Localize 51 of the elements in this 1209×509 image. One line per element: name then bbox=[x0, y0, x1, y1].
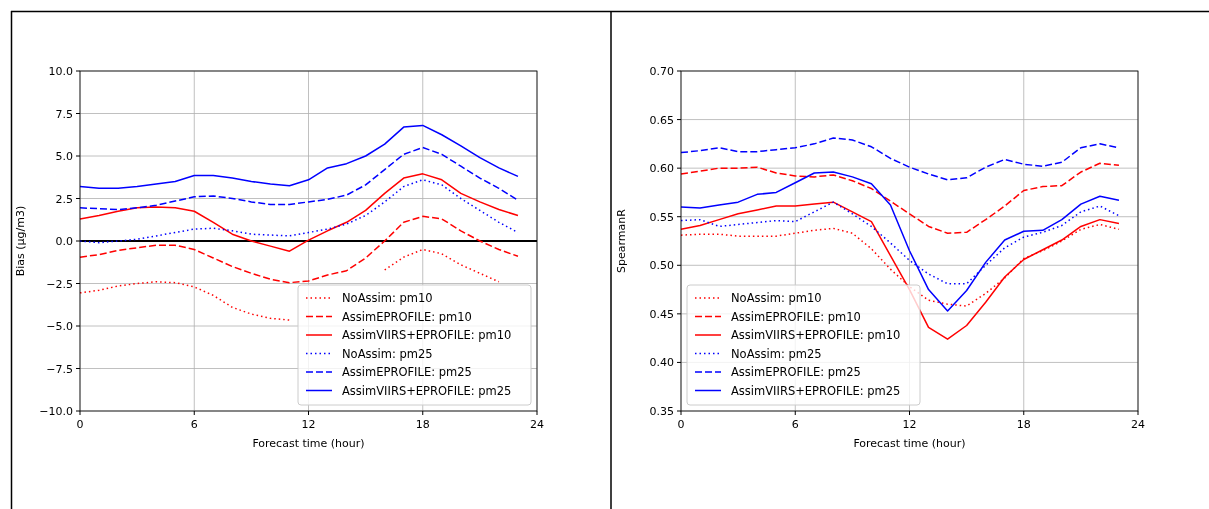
line-series bbox=[79, 124, 519, 190]
legend-label: NoAssim: pm10 bbox=[731, 291, 822, 305]
y-tick-label: 0.0 bbox=[55, 235, 73, 248]
x-tick-label: 18 bbox=[415, 418, 430, 431]
x-tick-label: 24 bbox=[530, 418, 544, 431]
x-tick-label: 6 bbox=[791, 418, 799, 431]
line-series bbox=[680, 171, 1120, 312]
y-tick-label: 5.0 bbox=[55, 150, 73, 163]
legend-label: NoAssim: pm10 bbox=[342, 291, 433, 305]
y-tick-label: 0.35 bbox=[649, 405, 674, 418]
y-tick-label: 0.65 bbox=[649, 113, 674, 127]
legend-label: AssimVIIRS+EPROFILE: pm25 bbox=[342, 383, 512, 398]
x-axis-title: Forecast time (hour) bbox=[853, 437, 966, 450]
x-tick-label: 12 bbox=[902, 418, 917, 431]
y-tick-label: 7.5 bbox=[55, 107, 73, 121]
line-series bbox=[79, 179, 519, 244]
line-series bbox=[680, 162, 1120, 234]
y-tick-label: 0.45 bbox=[649, 307, 674, 321]
y-tick-label: −2.5 bbox=[46, 277, 73, 291]
y-tick-label: 0.60 bbox=[649, 162, 674, 176]
x-axis-title: Forecast time (hour) bbox=[252, 437, 365, 450]
legend-label: AssimEPROFILE: pm10 bbox=[342, 309, 472, 324]
y-axis-title: Bias (μg/m3) bbox=[14, 205, 27, 277]
line-series bbox=[79, 215, 519, 284]
legend-label: NoAssim: pm25 bbox=[342, 346, 433, 361]
x-tick-label: 24 bbox=[1131, 418, 1145, 431]
y-axis-title: SpearmanR bbox=[615, 208, 628, 273]
y-tick-label: 0.50 bbox=[649, 259, 674, 273]
x-tick-label: 6 bbox=[190, 418, 198, 431]
legend-label: AssimVIIRS+EPROFILE: pm10 bbox=[342, 328, 512, 342]
line-series bbox=[680, 201, 1120, 340]
y-tick-label: −10.0 bbox=[39, 405, 73, 418]
legend-label: NoAssim: pm25 bbox=[731, 346, 822, 361]
legend-label: AssimEPROFILE: pm10 bbox=[731, 309, 861, 324]
x-tick-label: 0 bbox=[76, 418, 84, 431]
legend-label: AssimVIIRS+EPROFILE: pm10 bbox=[731, 328, 901, 342]
y-tick-label: 10.0 bbox=[48, 65, 73, 78]
legend-label: AssimEPROFILE: pm25 bbox=[731, 365, 861, 379]
x-tick-label: 0 bbox=[677, 418, 685, 431]
legend-label: AssimVIIRS+EPROFILE: pm25 bbox=[731, 383, 901, 398]
y-tick-label: 2.5 bbox=[55, 192, 73, 206]
y-tick-label: −5.0 bbox=[46, 320, 73, 333]
x-tick-label: 12 bbox=[301, 418, 316, 431]
x-tick-label: 18 bbox=[1016, 418, 1031, 431]
y-tick-label: 0.40 bbox=[649, 356, 674, 370]
y-tick-label: 0.70 bbox=[649, 65, 674, 78]
legend-label: AssimEPROFILE: pm25 bbox=[342, 365, 472, 379]
y-tick-label: 0.55 bbox=[649, 210, 674, 224]
line-series bbox=[79, 173, 519, 252]
y-tick-label: −7.5 bbox=[46, 362, 73, 376]
line-series bbox=[79, 146, 519, 211]
